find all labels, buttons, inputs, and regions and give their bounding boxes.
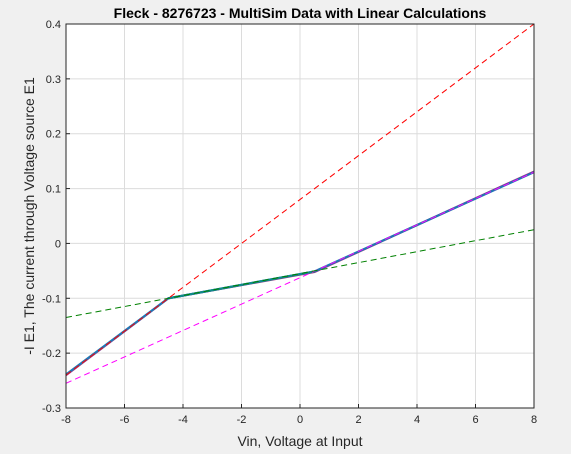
x-axis-label: Vin, Voltage at Input <box>237 433 362 449</box>
x-tick-label: -4 <box>178 414 188 426</box>
y-tick-label: -0.2 <box>42 348 61 360</box>
chart-title: Fleck - 8276723 - MultiSim Data with Lin… <box>114 5 487 21</box>
x-tick-label: 6 <box>472 414 478 426</box>
y-tick-label: 0.3 <box>46 74 61 86</box>
x-tick-label: -6 <box>120 414 130 426</box>
x-tick-label: 0 <box>297 414 303 426</box>
y-tick-label: 0 <box>55 238 61 250</box>
series-line-5 <box>65 171 535 384</box>
y-tick-label: 0.1 <box>46 184 61 196</box>
y-tick-label: -0.1 <box>42 293 61 305</box>
x-tick-label: -8 <box>61 414 71 426</box>
series-line-3 <box>168 270 315 300</box>
ticks: -8 -6 -4 -2 0 2 4 6 8 -0.3 -0.2 -0.1 0 0.1 0.2 0.3 0.4 <box>42 19 537 426</box>
y-axis-label: -I E1, The current through Voltage sourc… <box>21 77 37 355</box>
x-tick-label: 2 <box>355 414 361 426</box>
y-tick-label: 0.2 <box>46 129 61 141</box>
x-tick-label: -2 <box>237 414 247 426</box>
series-line-4 <box>65 23 535 376</box>
series-group <box>65 23 535 384</box>
y-tick-label: -0.3 <box>42 403 61 415</box>
x-tick-label: 4 <box>414 414 420 426</box>
y-tick-label: 0.4 <box>46 19 61 31</box>
x-tick-label: 8 <box>531 414 537 426</box>
